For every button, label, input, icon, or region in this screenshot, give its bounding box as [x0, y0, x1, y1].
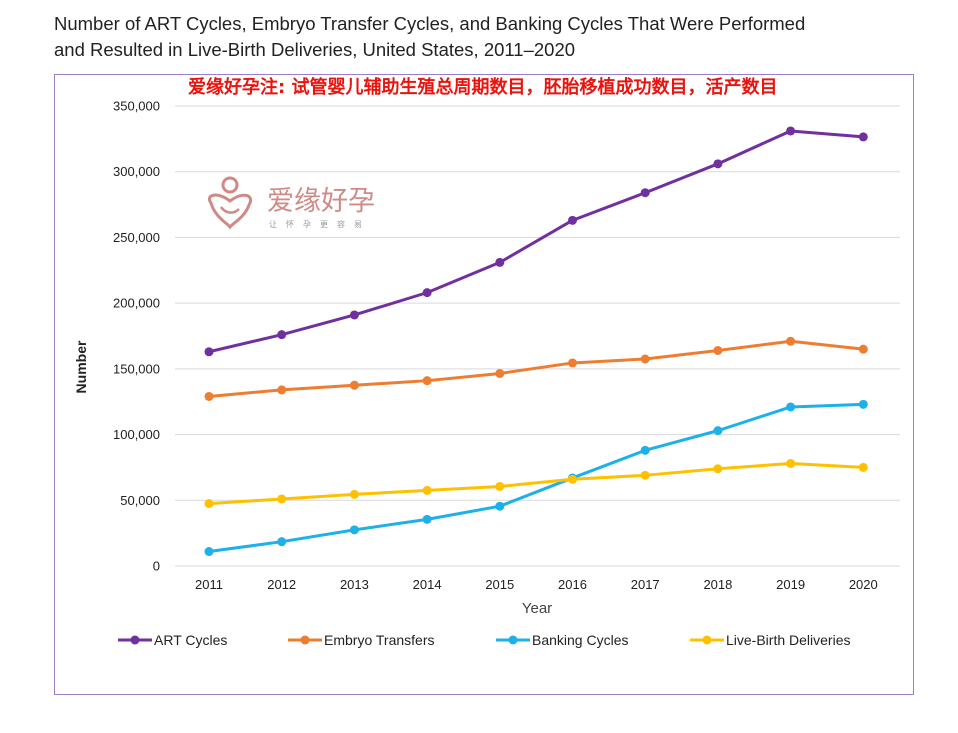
- data-point: [640, 188, 650, 198]
- data-point: [277, 330, 287, 340]
- data-point: [858, 132, 868, 142]
- chart-frame: [54, 74, 914, 695]
- watermark-logo: 爱缘好孕 让怀孕更容易: [203, 173, 403, 233]
- series-line: [207, 339, 865, 398]
- x-tick-label: 2011: [195, 577, 223, 592]
- data-point: [349, 489, 359, 499]
- y-tick-layer: 0 50,000 100,000 150,000 200,000 250,000 300,0…: [113, 99, 160, 574]
- x-axis-label: Year: [522, 600, 552, 617]
- x-tick-label: 2012: [267, 577, 296, 592]
- data-point: [204, 391, 214, 401]
- data-point: [858, 462, 868, 472]
- series-embryo-transfers: [204, 336, 868, 401]
- chart-title-line1: Number of ART Cycles, Embryo Transfer Cy…: [54, 13, 806, 34]
- data-point: [713, 464, 723, 474]
- legend-item: Banking Cycles: [496, 632, 629, 648]
- data-point: [349, 525, 359, 535]
- series-layer: [204, 126, 868, 557]
- x-tick-label: 2013: [340, 577, 369, 592]
- y-tick-label: 250,000: [113, 230, 160, 245]
- data-point: [713, 345, 723, 355]
- legend-item: Live-Birth Deliveries: [690, 632, 850, 648]
- data-point: [422, 514, 432, 524]
- y-tick-label: 350,000: [113, 99, 160, 114]
- y-tick-label: 200,000: [113, 296, 160, 311]
- data-point: [277, 537, 287, 547]
- chart-title: Number of ART Cycles, Embryo Transfer Cy…: [54, 11, 934, 63]
- series-live-birth-deliveries: [204, 458, 868, 509]
- legend-swatch-marker: [300, 635, 310, 645]
- x-tick-label: 2016: [558, 577, 587, 592]
- data-point: [495, 481, 505, 491]
- legend-label: Banking Cycles: [532, 632, 629, 648]
- data-point: [568, 358, 577, 368]
- data-point: [422, 288, 432, 298]
- x-tick-label: 2018: [703, 577, 732, 592]
- data-point: [568, 474, 577, 484]
- data-point: [204, 547, 214, 557]
- data-point: [349, 380, 359, 390]
- data-point: [858, 344, 868, 354]
- data-point: [422, 376, 432, 386]
- legend-item: ART Cycles: [118, 632, 227, 648]
- data-point: [786, 402, 796, 412]
- data-point: [495, 501, 505, 511]
- series-line: [207, 461, 865, 506]
- data-point: [204, 499, 214, 509]
- data-point: [640, 470, 650, 480]
- data-point: [277, 494, 287, 504]
- series-line: [207, 402, 865, 554]
- data-point: [786, 126, 796, 136]
- y-tick-label: 100,000: [113, 427, 160, 442]
- x-tick-layer: 2011 2012 2013 2014 2015 2016 2017 2018 2019 2020: [195, 577, 878, 592]
- data-point: [349, 310, 359, 320]
- x-tick-label: 2014: [413, 577, 442, 592]
- logo-icon: [208, 176, 252, 230]
- x-tick-label: 2020: [849, 577, 878, 592]
- x-tick-label: 2019: [776, 577, 805, 592]
- y-axis-label: Number: [73, 340, 89, 393]
- annotation-note: 爱缘好孕注: 试管婴儿辅助生殖总周期数目，胚胎移植成功数目，活产数目: [188, 77, 778, 98]
- legend-item: Embryo Transfers: [288, 632, 434, 648]
- legend-swatch-marker: [130, 635, 140, 645]
- series-banking-cycles: [204, 399, 868, 557]
- y-tick-label: 150,000: [113, 361, 160, 376]
- legend-swatch-marker: [702, 635, 712, 645]
- data-point: [786, 458, 796, 468]
- chart-title-line2: and Resulted in Live-Birth Deliveries, U…: [54, 39, 576, 60]
- data-point: [422, 485, 432, 495]
- data-point: [713, 159, 723, 169]
- legend-swatch-marker: [508, 635, 518, 645]
- legend-label: ART Cycles: [154, 632, 227, 648]
- data-point: [786, 336, 796, 346]
- legend-label: Embryo Transfers: [324, 632, 434, 648]
- legend-label: Live-Birth Deliveries: [726, 632, 850, 648]
- data-point: [277, 385, 287, 395]
- watermark-slogan: 让怀孕更容易: [269, 220, 371, 229]
- data-point: [495, 368, 505, 378]
- data-point: [204, 347, 214, 357]
- series-line: [207, 129, 865, 354]
- data-point: [568, 215, 577, 225]
- data-point: [640, 445, 650, 455]
- y-tick-label: 300,000: [113, 164, 160, 179]
- legend-layer: ART Cycles Embryo Transfers Banking Cycles…: [118, 632, 850, 648]
- y-tick-label: 50,000: [120, 493, 160, 508]
- series-art-cycles: [204, 126, 868, 357]
- x-tick-label: 2015: [485, 577, 514, 592]
- data-point: [640, 354, 650, 364]
- x-tick-label: 2017: [631, 577, 660, 592]
- watermark-brand: 爱缘好孕: [267, 186, 375, 217]
- data-point: [495, 257, 505, 267]
- data-point: [858, 399, 868, 409]
- y-tick-label: 0: [153, 559, 160, 574]
- data-point: [713, 426, 723, 436]
